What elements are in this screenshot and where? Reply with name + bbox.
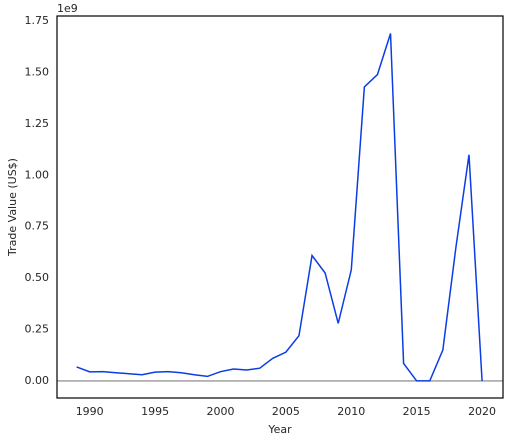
y-tick-label: 1.50 [25, 66, 50, 79]
y-tick-label: 1.75 [25, 14, 50, 27]
y-tick-label: 0.50 [25, 271, 50, 284]
y-tick-label: 1.00 [25, 168, 50, 181]
x-tick-label: 1995 [141, 405, 169, 418]
y-axis-label: Trade Value (US$) [6, 158, 19, 257]
x-tick-label: 1990 [76, 405, 104, 418]
x-tick-label: 2020 [468, 405, 496, 418]
y-offset-label: 1e9 [57, 2, 78, 15]
x-tick-label: 2010 [337, 405, 365, 418]
plot-frame [56, 15, 504, 399]
y-tick-label: 1.25 [25, 117, 50, 130]
y-tick-label: 0.00 [25, 374, 50, 387]
data-line [76, 33, 483, 382]
y-tick-label: 0.25 [25, 323, 50, 336]
y-tick-label: 0.75 [25, 220, 50, 233]
x-axis-label: Year [267, 423, 292, 436]
x-tick-label: 2005 [272, 405, 300, 418]
x-tick-label: 2015 [403, 405, 431, 418]
x-tick-label: 2000 [206, 405, 234, 418]
